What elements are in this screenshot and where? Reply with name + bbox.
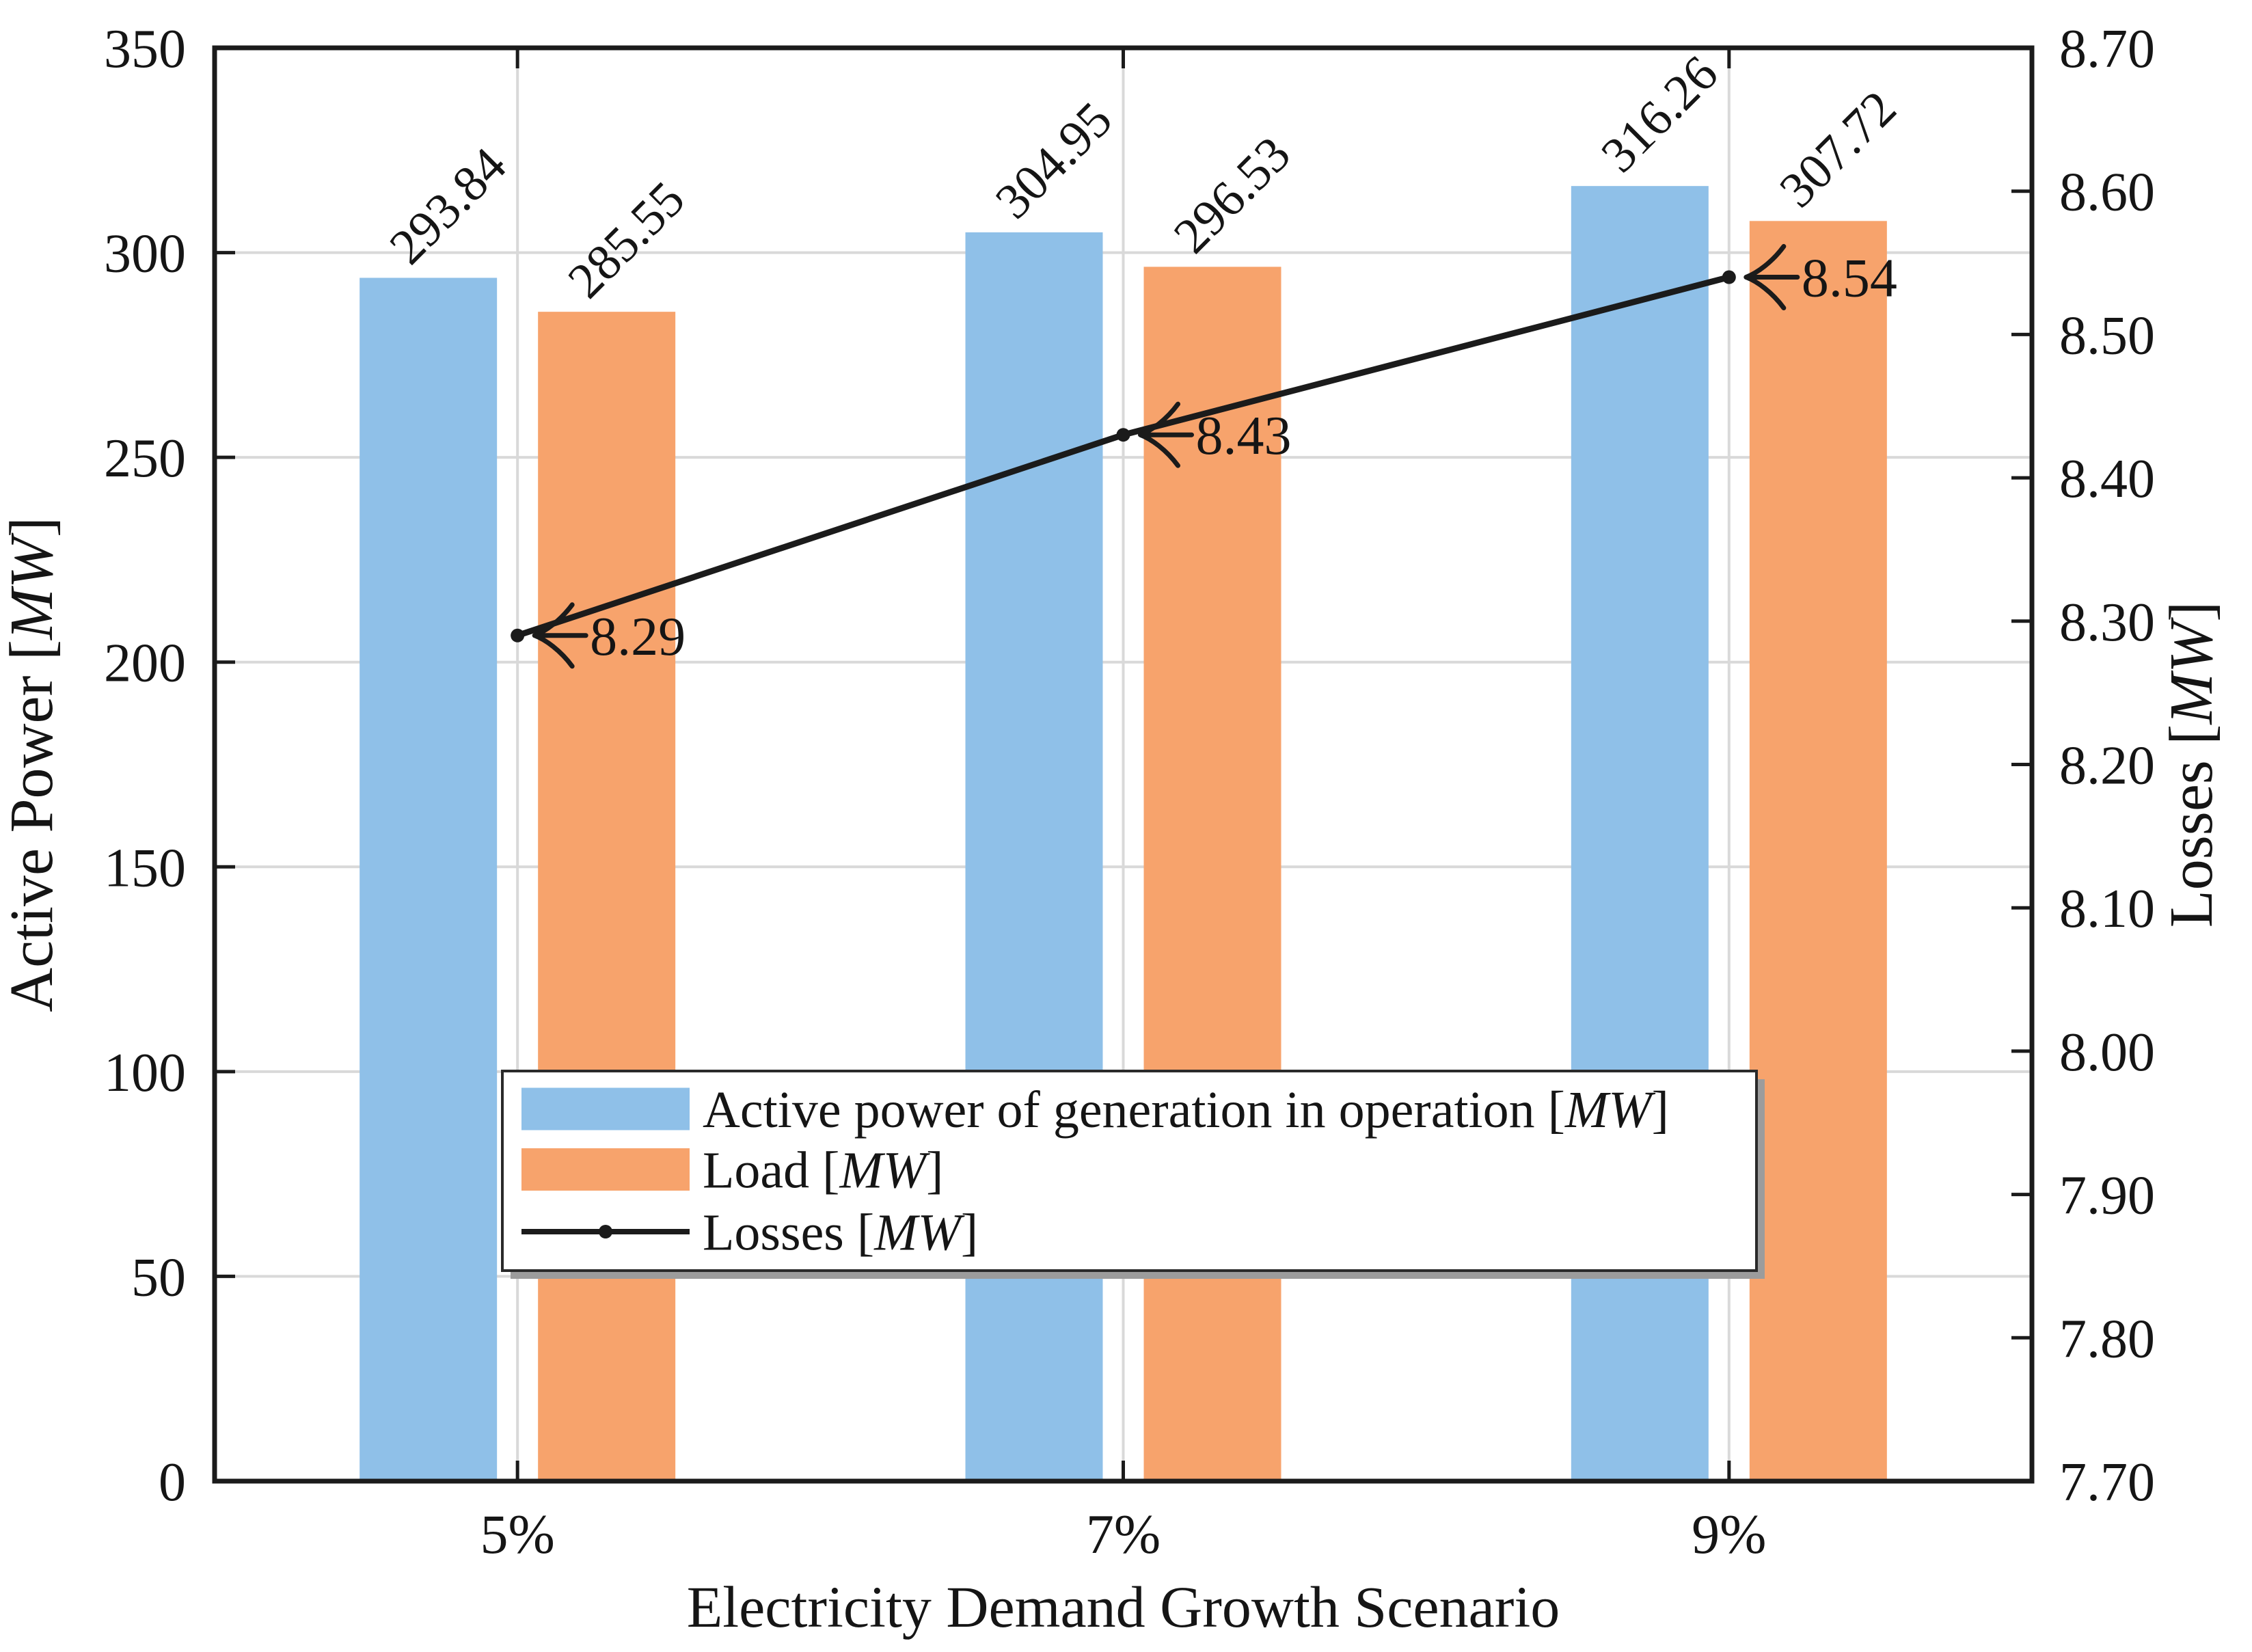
right-axis-label: Losses [MW] (2158, 601, 2225, 927)
x-axis-label: Electricity Demand Growth Scenario (687, 1574, 1560, 1640)
annotation-arrow-8.54 (1744, 244, 1800, 311)
annotation-label-8.54: 8.54 (1802, 249, 1897, 309)
right-tick-label-8.00: 8.00 (2059, 1023, 2155, 1083)
legend-box (501, 1070, 1758, 1272)
left-tick-label-300: 300 (104, 224, 186, 284)
legend-label-load: Load [MW] (703, 1142, 943, 1200)
right-tick-label-8.40: 8.40 (2059, 449, 2155, 509)
legend-swatch-generation (521, 1087, 690, 1130)
right-tick-label-8.70: 8.70 (2059, 19, 2155, 79)
annotation-arrow-8.29 (532, 602, 588, 669)
losses-marker-9% (1722, 270, 1736, 284)
legend-marker-losses (599, 1225, 612, 1238)
right-tick-label-8.30: 8.30 (2059, 593, 2155, 653)
left-tick-label-250: 250 (104, 429, 186, 489)
losses-marker-7% (1116, 428, 1130, 442)
right-tick-label-8.10: 8.10 (2059, 879, 2155, 939)
left-tick-label-100: 100 (104, 1043, 186, 1103)
bar-load-9% (1749, 221, 1887, 1481)
losses-marker-5% (511, 628, 525, 642)
losses-annotations: 8.29 8.43 8.54 (532, 244, 1897, 669)
legend-swatch-load (521, 1148, 690, 1191)
x-tick-label-5%: 5% (480, 1503, 555, 1565)
annotation-label-8.43: 8.43 (1196, 406, 1292, 466)
bar-load-5% (538, 312, 676, 1481)
left-tick-label-150: 150 (104, 838, 186, 898)
right-tick-label-8.50: 8.50 (2059, 306, 2155, 366)
axis-ticks (215, 46, 2032, 1483)
annotation-arrow-8.43 (1138, 401, 1194, 468)
bar-generation-5% (359, 277, 498, 1481)
right-tick-label-7.70: 7.70 (2059, 1452, 2155, 1513)
legend-label-generation: Active power of generation in operation … (703, 1081, 1669, 1139)
bar-generation-9% (1571, 186, 1709, 1482)
right-tick-label-7.90: 7.90 (2059, 1166, 2155, 1226)
x-tick-label-9%: 9% (1692, 1503, 1766, 1565)
legend-label-losses: Losses [MW] (703, 1204, 978, 1262)
x-tick-label-7%: 7% (1086, 1503, 1161, 1565)
left-tick-label-50: 50 (131, 1247, 186, 1308)
left-tick-label-350: 350 (104, 19, 186, 79)
right-tick-label-8.20: 8.20 (2059, 736, 2155, 796)
left-axis-label: Active Power [MW] (0, 517, 66, 1012)
right-tick-label-7.80: 7.80 (2059, 1309, 2155, 1369)
legend: Active power of generation in operation … (501, 1070, 1765, 1279)
tick-labels: 0 50 100 150 200 250 300 350 7.70 7.80 7.90 8.00 8.1… (104, 19, 2155, 1565)
left-tick-label-200: 200 (104, 634, 186, 694)
right-tick-label-8.60: 8.60 (2059, 163, 2155, 223)
annotation-label-8.29: 8.29 (590, 607, 686, 667)
left-tick-label-0: 0 (159, 1452, 186, 1513)
bar-generation-7% (965, 232, 1103, 1482)
